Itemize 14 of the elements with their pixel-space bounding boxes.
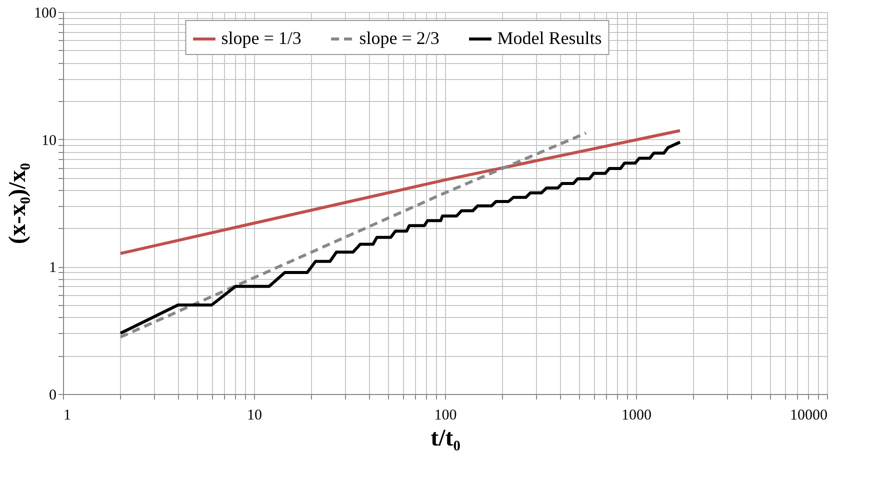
x-tick-label: 10 xyxy=(247,408,262,424)
x-tick-label: 100 xyxy=(434,408,457,424)
y-tick-label: 10 xyxy=(42,132,56,149)
x-axis-title: t/t₀ xyxy=(430,426,460,452)
legend-label: slope = 1/3 xyxy=(221,28,302,48)
x-tick-label: 1 xyxy=(64,408,71,424)
legend-label: Model Results xyxy=(497,28,602,48)
x-tick-label: 1000 xyxy=(622,408,652,424)
legend-label: slope = 2/3 xyxy=(359,28,440,48)
y-axis-title: (x-x₀)/x₀ xyxy=(5,162,31,244)
x-tick-label: 10000 xyxy=(790,408,828,424)
y-tick-label: 1 xyxy=(49,260,56,276)
y-tick-label: 100 xyxy=(34,6,56,22)
y-tick-label: 0 xyxy=(49,388,56,404)
